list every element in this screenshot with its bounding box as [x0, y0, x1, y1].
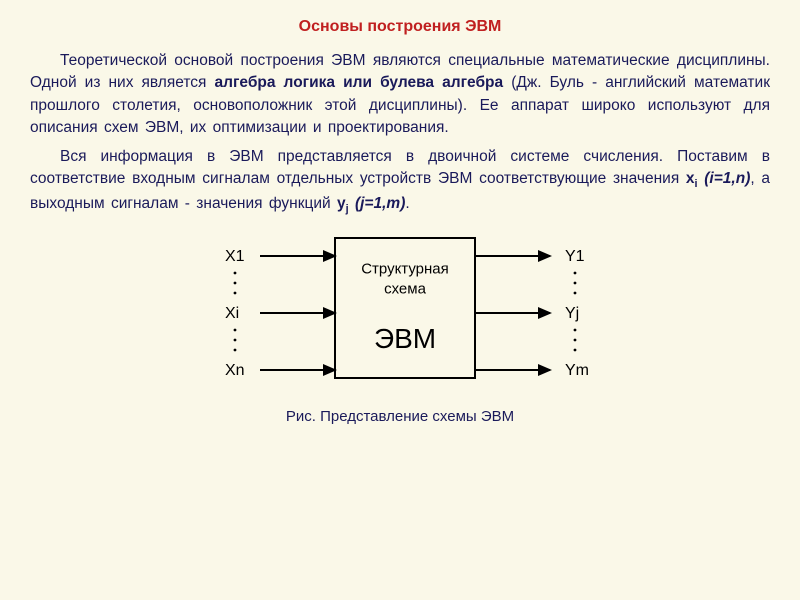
p2-x: x: [686, 170, 695, 187]
svg-text:Yj: Yj: [565, 305, 579, 322]
p2-t1: Вся информация в ЭВМ представляется в дв…: [30, 148, 770, 187]
diagram-container: Структурная схема ЭВМ X1 Xi Xn Y1 Yj Ym: [30, 228, 770, 398]
page-title: Основы построения ЭВМ: [30, 18, 770, 36]
page-root: Основы построения ЭВМ Теоретической осно…: [0, 0, 800, 435]
figure-caption: Рис. Представление схемы ЭВМ: [30, 408, 770, 425]
svg-text:Ym: Ym: [565, 362, 589, 379]
svg-text:X1: X1: [225, 248, 245, 265]
p2-y: y: [337, 195, 346, 212]
svg-text:ЭВМ: ЭВМ: [374, 323, 436, 354]
paragraph-1: Теоретической основой построения ЭВМ явл…: [30, 50, 770, 140]
structural-diagram: Структурная схема ЭВМ X1 Xi Xn Y1 Yj Ym: [185, 228, 615, 398]
p1-bold: алгебра логика или булева алгебра: [214, 74, 503, 91]
paragraph-2: Вся информация в ЭВМ представляется в дв…: [30, 146, 770, 218]
svg-text:схема: схема: [384, 280, 426, 297]
p2-t3: .: [405, 195, 409, 212]
svg-text:Y1: Y1: [565, 248, 585, 265]
p2-xr: (i=1,n): [698, 170, 751, 187]
svg-text:Xi: Xi: [225, 305, 239, 322]
svg-text:Структурная: Структурная: [361, 260, 449, 277]
p2-yr: (j=1,m): [349, 195, 406, 212]
svg-text:Xn: Xn: [225, 362, 245, 379]
